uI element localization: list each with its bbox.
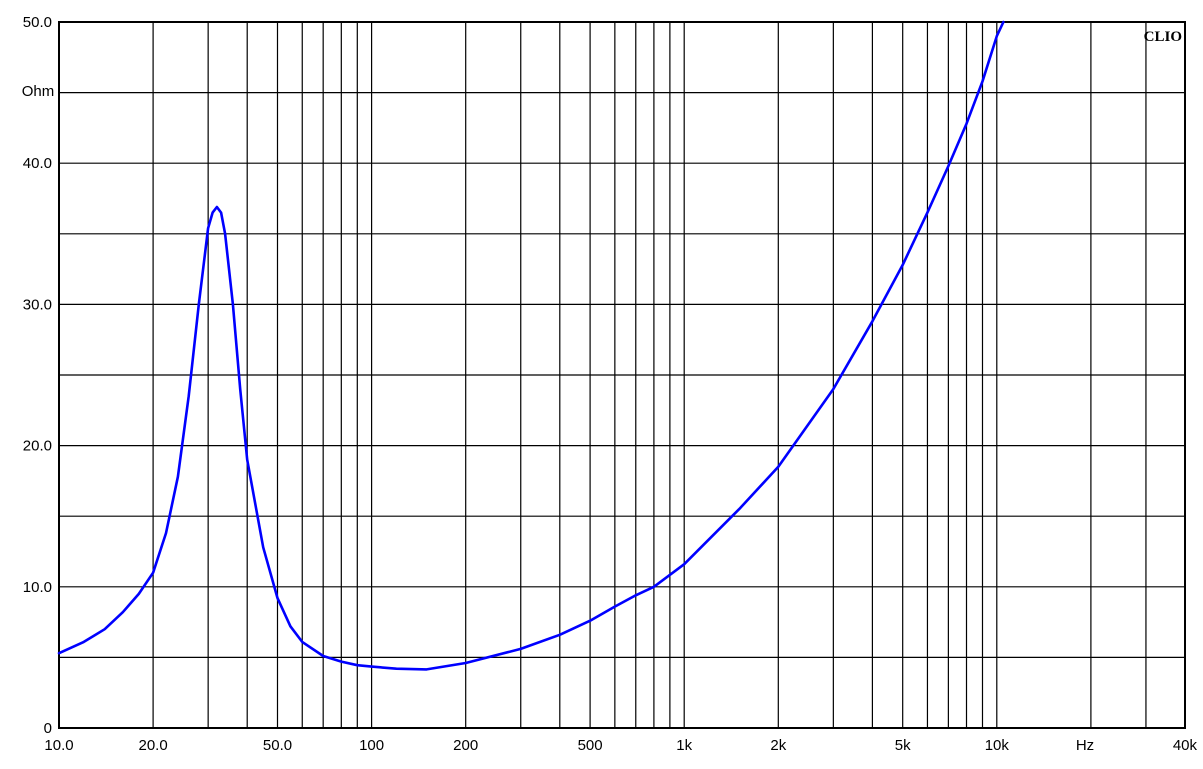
y-axis-tick-labels: 0 10.0 20.0 30.0 40.0 50.0: [23, 14, 52, 737]
x-tick-label: 50.0: [263, 737, 292, 754]
x-tick-label: 100: [359, 737, 384, 754]
x-axis-unit-label: Hz: [1076, 737, 1094, 754]
y-tick-label: 10.0: [23, 579, 52, 596]
vertical-gridlines: [152, 22, 1147, 728]
x-tick-label: 2k: [770, 737, 786, 754]
clio-brand-label: CLIO: [1144, 29, 1182, 45]
x-tick-label: 20.0: [139, 737, 168, 754]
y-tick-label: 0: [44, 720, 52, 737]
x-tick-label: 5k: [895, 737, 911, 754]
x-tick-label: 1k: [676, 737, 692, 754]
x-tick-label: 500: [578, 737, 603, 754]
y-tick-label: 50.0: [23, 14, 52, 31]
x-tick-label: 10k: [985, 737, 1010, 754]
x-tick-label: 40k: [1173, 737, 1198, 754]
y-axis-unit-label: Ohm: [22, 83, 55, 100]
y-tick-label: 40.0: [23, 155, 52, 172]
x-tick-label: 200: [453, 737, 478, 754]
impedance-curve: [57, 20, 1005, 671]
y-tick-label: 30.0: [23, 296, 52, 313]
plot-frame: [58, 21, 1186, 729]
y-tick-label: 20.0: [23, 438, 52, 455]
x-tick-label: 10.0: [44, 737, 73, 754]
x-axis-tick-labels: 10.0 20.0 50.0 100 200 500 1k 2k 5k 10k 40k: [44, 737, 1197, 754]
